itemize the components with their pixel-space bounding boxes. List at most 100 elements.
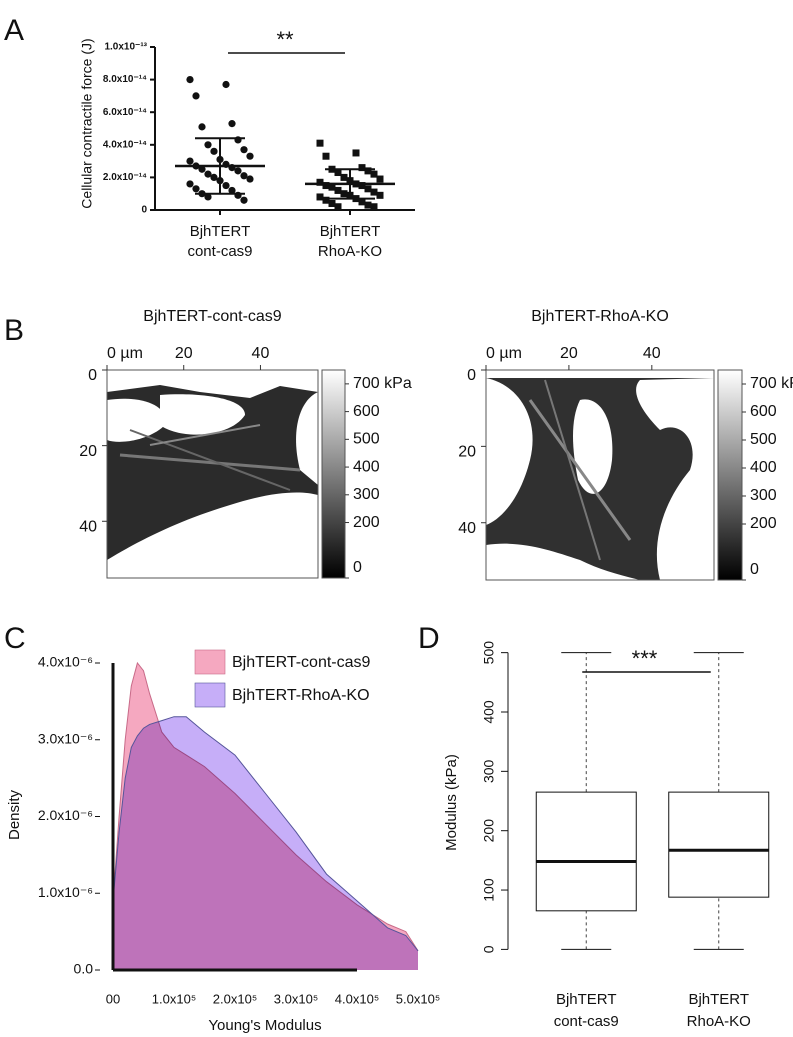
y-tick-label: 400 xyxy=(481,700,497,724)
afm-image xyxy=(107,370,318,578)
legend-swatch xyxy=(194,682,226,708)
data-point xyxy=(240,146,248,154)
panel-letter: D xyxy=(418,622,440,655)
data-point xyxy=(364,167,372,175)
significance: *** xyxy=(632,646,658,671)
data-point xyxy=(240,196,248,204)
data-point xyxy=(334,169,342,177)
y-tick-label: 300 xyxy=(481,759,497,783)
data-point xyxy=(328,199,336,207)
data-point xyxy=(334,203,342,211)
x-tick-label: 3.0x10⁵ xyxy=(274,991,318,1006)
y-tick-label: 4.0x10⁻⁶ xyxy=(38,654,93,670)
data-point xyxy=(328,183,336,191)
x-tick-label: 00 xyxy=(106,991,120,1006)
data-point xyxy=(228,186,236,195)
y-tick-label: 4.0x10⁻¹⁴ xyxy=(103,139,147,150)
data-point xyxy=(316,193,324,201)
y-tick-label: 2.0x10⁻⁶ xyxy=(38,807,93,823)
x-tick-label: 1.0x10⁵ xyxy=(152,991,196,1006)
data-point xyxy=(246,152,254,160)
colorbar-tick-label: 300 xyxy=(750,487,777,504)
x-tick-label: 0 µm xyxy=(486,345,522,362)
data-point xyxy=(186,157,194,165)
x-tick-label: cont-cas9 xyxy=(554,1013,619,1030)
data-point xyxy=(186,76,194,84)
colorbar-tick-label: 500 xyxy=(750,431,777,448)
y-tick-label: 0 xyxy=(481,945,497,953)
legend-label: BjhTERT-cont-cas9 xyxy=(232,654,371,671)
y-tick-label: 100 xyxy=(481,878,497,902)
x-tick-label: cont-cas9 xyxy=(187,243,252,260)
y-tick-label: 40 xyxy=(79,518,97,535)
colorbar-tick-label: 300 xyxy=(353,486,380,503)
data-point xyxy=(340,173,348,181)
y-tick-label: 500 xyxy=(481,641,497,665)
image-frame xyxy=(106,369,319,579)
x-tick-label: 40 xyxy=(252,345,270,362)
colorbar-tick-label: 400 xyxy=(353,458,380,475)
panel-title: BjhTERT-RhoA-KO xyxy=(531,308,669,325)
data-point xyxy=(192,185,200,193)
y-tick-label: 0.0 xyxy=(74,961,94,977)
y-tick-label: 20 xyxy=(458,444,476,461)
data-point xyxy=(376,191,384,199)
colorbar-tick-label: 600 xyxy=(353,403,380,420)
x-tick-label: 20 xyxy=(175,345,193,362)
y-tick-label: 3.0x10⁻⁶ xyxy=(38,730,93,746)
data-point xyxy=(210,147,218,155)
data-point xyxy=(322,196,330,204)
data-point xyxy=(204,193,212,201)
colorbar-tick-label: 200 xyxy=(750,515,777,532)
x-tick-label: 40 xyxy=(643,345,661,362)
y-axis-label: Cellular contractile force (J) xyxy=(79,38,95,208)
data-point xyxy=(316,139,324,147)
data-point xyxy=(370,170,378,178)
data-point xyxy=(192,92,200,100)
data-point xyxy=(358,164,366,172)
x-tick-label: 4.0x10⁵ xyxy=(335,991,379,1006)
density-area xyxy=(113,716,418,970)
colorbar-tick-label: 0 xyxy=(750,561,759,578)
data-point xyxy=(358,182,366,190)
y-tick-label: 8.0x10⁻¹⁴ xyxy=(103,74,147,85)
data-point xyxy=(246,175,254,183)
colorbar xyxy=(717,369,743,581)
box xyxy=(668,791,770,898)
y-tick-label: 1.0x10⁻¹³ xyxy=(104,42,147,53)
legend-swatch xyxy=(194,649,226,675)
y-tick-label: 200 xyxy=(481,819,497,843)
data-point xyxy=(234,167,242,175)
colorbar-tick-label: 0 xyxy=(353,559,362,576)
data-point xyxy=(334,186,342,194)
data-point xyxy=(322,182,330,190)
x-tick-label: BjhTERT xyxy=(320,223,381,240)
y-tick-label: 2.0x10⁻¹⁴ xyxy=(103,172,147,183)
afm-image xyxy=(486,370,714,580)
x-tick-label: 5.0x10⁵ xyxy=(396,991,440,1006)
data-point xyxy=(198,123,206,131)
data-point xyxy=(376,175,384,183)
panel-letter: C xyxy=(4,622,26,655)
colorbar-tick-label: 400 xyxy=(750,459,777,476)
colorbar-tick-label: 700 kPa xyxy=(750,375,793,392)
panel-title: BjhTERT-cont-cas9 xyxy=(143,308,282,325)
panel-letter: A xyxy=(4,14,24,47)
y-tick-label: 0 xyxy=(88,367,97,384)
data-point xyxy=(340,190,348,198)
y-tick-label: 1.0x10⁻⁶ xyxy=(38,884,93,900)
x-tick-label: RhoA-KO xyxy=(318,243,382,260)
data-point xyxy=(316,178,324,186)
data-point xyxy=(352,149,360,157)
image-frame xyxy=(485,369,715,581)
y-tick-label: 0 xyxy=(467,367,476,384)
x-tick-label: BjhTERT xyxy=(556,991,617,1008)
y-tick-label: 6.0x10⁻¹⁴ xyxy=(103,107,147,118)
data-point xyxy=(204,170,212,178)
x-tick-label: 0 µm xyxy=(107,345,143,362)
colorbar-tick-label: 700 kPa xyxy=(353,375,412,392)
legend-label: BjhTERT-RhoA-KO xyxy=(232,687,370,704)
data-point xyxy=(210,173,218,181)
colorbar xyxy=(321,369,346,579)
